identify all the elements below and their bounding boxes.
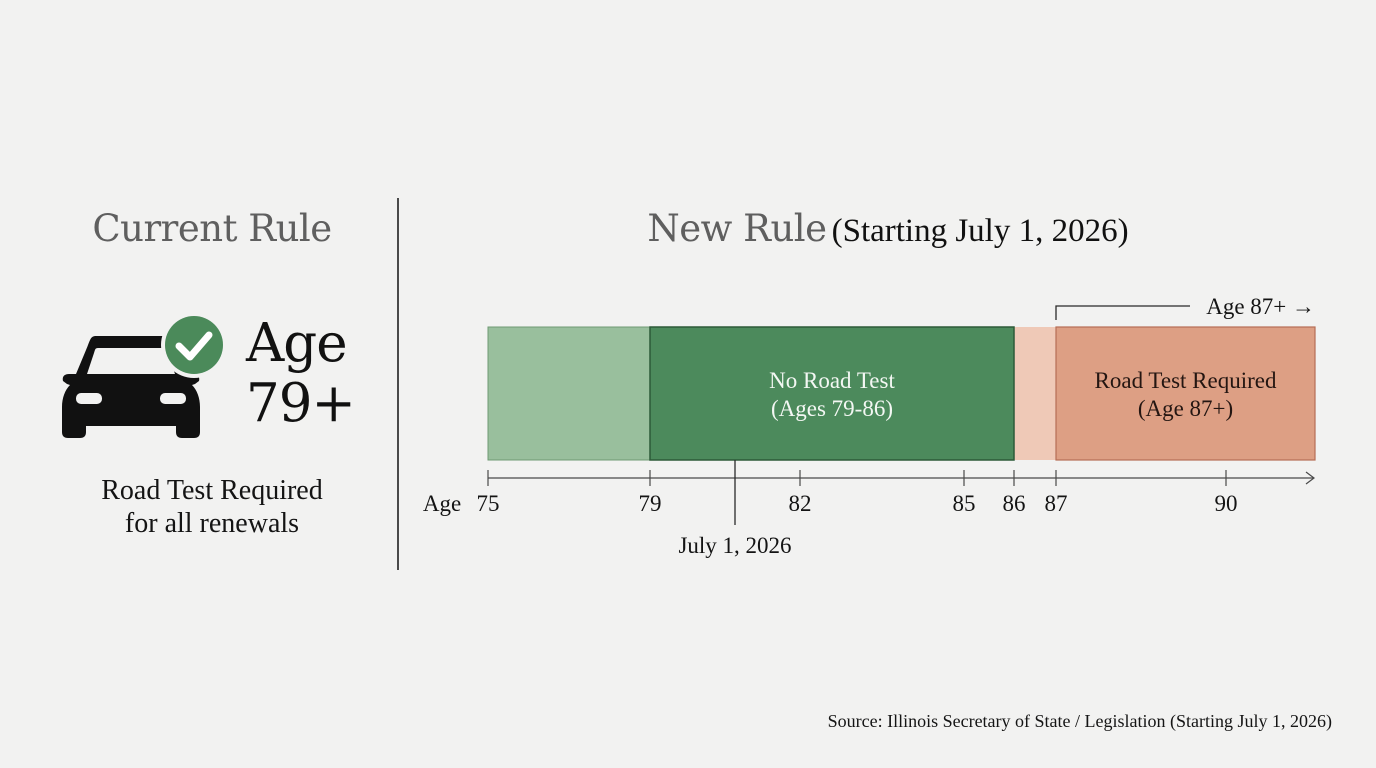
- axis-tick-label-82: 82: [789, 491, 812, 516]
- current-rule-desc-line1: Road Test Required: [101, 475, 323, 506]
- source-note: Source: Illinois Secretary of State / Le…: [827, 711, 1332, 731]
- axis-tick-label-87: 87: [1045, 491, 1068, 516]
- timeline-segment-2: [1014, 327, 1056, 460]
- axis-tick-label-79: 79: [639, 491, 662, 516]
- axis-tick-label-85: 85: [953, 491, 976, 516]
- segment-label-3: Road Test Required: [1095, 368, 1277, 393]
- segment-sublabel-3: (Age 87+): [1138, 396, 1233, 421]
- current-rule-description: Road Test Required for all renewals: [0, 474, 424, 540]
- panel-divider: [397, 198, 399, 570]
- current-rule-panel: Current Rule Age 79+ Road Test Required …: [0, 0, 398, 768]
- current-rule-age-line1: Age: [246, 313, 348, 374]
- axis-tick-label-75: 75: [477, 491, 500, 516]
- axis-arrow-icon: [1305, 471, 1315, 485]
- timeline-segment-1: [650, 327, 1014, 460]
- axis-prefix-label: Age: [423, 491, 461, 516]
- timeline-segment-3: [1056, 327, 1315, 460]
- age-bracket-line: [1055, 305, 1190, 320]
- axis-tick-label-90: 90: [1215, 491, 1238, 516]
- segment-label-1: No Road Test: [769, 368, 895, 393]
- timeline-segment-0: [488, 327, 650, 460]
- segment-outline-1: [649, 326, 1015, 461]
- age-bracket-label: Age 87+ →: [1206, 294, 1315, 319]
- current-rule-age: Age 79+: [246, 313, 356, 434]
- current-rule-age-line2: 79+: [246, 373, 356, 434]
- axis-tick-label-86: 86: [1003, 491, 1026, 516]
- segment-outline-3: [1055, 326, 1316, 461]
- segment-sublabel-1: (Ages 79-86): [771, 396, 893, 421]
- july-marker-label: July 1, 2026: [678, 533, 791, 558]
- car-with-checkmark-icon: [62, 314, 226, 438]
- new-rule-title-subtitle: (Starting July 1, 2026): [831, 213, 1129, 249]
- current-rule-title: Current Rule: [92, 207, 332, 250]
- current-rule-desc-line2: for all renewals: [124, 508, 300, 539]
- new-rule-title-main: New Rule: [647, 207, 827, 250]
- new-rule-title: New Rule (Starting July 1, 2026): [400, 207, 1376, 250]
